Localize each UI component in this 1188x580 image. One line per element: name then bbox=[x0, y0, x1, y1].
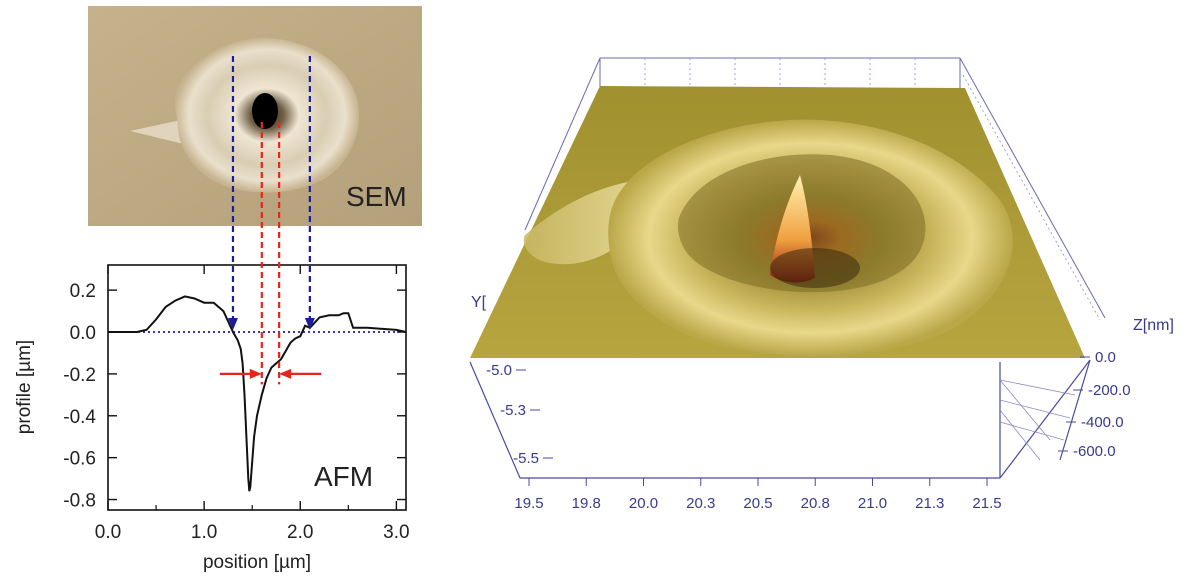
topo-y-axis-label: Y[ bbox=[471, 294, 487, 311]
afm-x-tick-label: 1.0 bbox=[191, 522, 217, 543]
topo-z-axis-label: Z[nm] bbox=[1133, 317, 1174, 334]
afm-x-axis: 0.0 1.0 2.0 3.0 bbox=[95, 265, 410, 543]
afm-profile-series bbox=[108, 295, 407, 492]
blue-marker-arrowhead bbox=[227, 318, 238, 331]
crater-pit-shadow bbox=[770, 248, 860, 288]
topo-y-axis: -5.0 -5.3 -5.5 bbox=[486, 362, 553, 467]
topo-x-tick-label: 21.0 bbox=[858, 495, 887, 512]
topo-z-tick-label: -200.0 bbox=[1088, 382, 1131, 399]
topo-x-tick-label: 19.5 bbox=[514, 495, 543, 512]
afm-plot-frame bbox=[107, 264, 407, 511]
afm-x-tick-label: 3.0 bbox=[383, 522, 409, 543]
topo-x-tick-label: 21.3 bbox=[915, 495, 944, 512]
afm-profile-chart: 0.20.0-0.2-0.4-0.6-0.8 0.0 1.0 2.0 3.0 AFM … bbox=[14, 264, 410, 573]
topo-z-tick-label: 0.0 bbox=[1095, 349, 1116, 366]
afm-y-tick-label: -0.8 bbox=[63, 491, 96, 512]
red-marker-arrowhead bbox=[279, 368, 292, 379]
topo-x-tick-label: 20.3 bbox=[686, 495, 715, 512]
afm-label: AFM bbox=[314, 461, 373, 492]
afm-x-axis-label: position [µm] bbox=[203, 552, 311, 573]
sem-label: SEM bbox=[346, 181, 407, 212]
topo-z-tick-label: -400.0 bbox=[1081, 414, 1124, 431]
box-front-axes bbox=[469, 359, 1091, 479]
topo-x-tick-label: 20.5 bbox=[743, 495, 772, 512]
afm-y-tick-label: -0.4 bbox=[63, 407, 96, 428]
afm-y-tick-label: 0.0 bbox=[70, 323, 96, 344]
topo-x-tick-label: 21.5 bbox=[972, 495, 1001, 512]
sem-afm-correspondence-markers bbox=[219, 56, 322, 385]
topo-x-tick-label: 19.8 bbox=[572, 495, 601, 512]
afm-y-axis-label: profile [µm] bbox=[14, 340, 35, 434]
topo-x-tick-label: 20.0 bbox=[629, 495, 658, 512]
topo-y-tick-label: -5.5 bbox=[513, 450, 539, 467]
topo-x-axis: 19.5 19.8 20.0 20.3 20.5 20.8 21.0 21.3 21.5 bbox=[514, 478, 1002, 512]
afm-y-tick-label: 0.2 bbox=[70, 281, 96, 302]
afm-x-tick-label: 2.0 bbox=[287, 522, 313, 543]
afm-y-tick-label: -0.6 bbox=[63, 449, 96, 470]
topo-x-tick-label: 20.8 bbox=[801, 495, 830, 512]
box-back-gridlines bbox=[644, 58, 1101, 321]
topo-z-tick-label: -600.0 bbox=[1073, 443, 1116, 460]
blue-marker-arrowhead bbox=[304, 318, 315, 331]
afm-y-tick-label: -0.2 bbox=[63, 365, 96, 386]
topo-y-tick-label: -5.0 bbox=[486, 362, 512, 379]
box-front-gridlines bbox=[999, 379, 1076, 461]
topo-y-tick-label: -5.3 bbox=[500, 402, 526, 419]
red-marker-arrowhead bbox=[249, 368, 262, 379]
topo-z-axis: 0.0 -200.0 -400.0 -600.0 bbox=[1058, 349, 1131, 460]
topography-3d-chart: 19.5 19.8 20.0 20.3 20.5 20.8 21.0 21.3 21.5 -5.… bbox=[469, 57, 1174, 512]
afm-x-tick-label: 0.0 bbox=[95, 522, 121, 543]
sem-pit bbox=[252, 93, 278, 129]
sem-panel: SEM bbox=[88, 6, 422, 226]
